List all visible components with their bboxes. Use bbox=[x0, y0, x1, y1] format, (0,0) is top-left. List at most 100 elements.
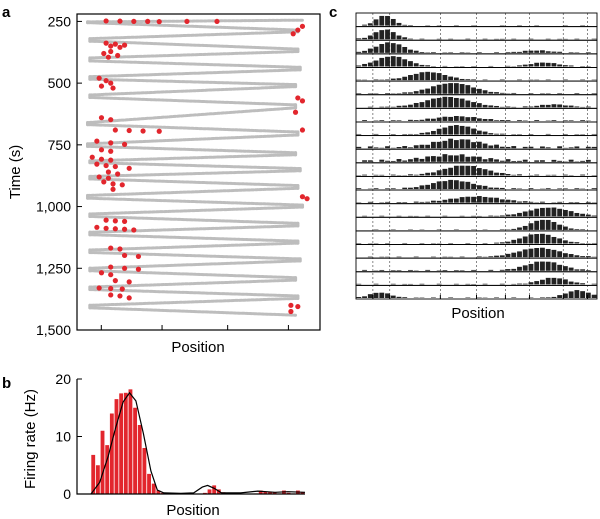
lap-11-bar-36 bbox=[562, 174, 568, 176]
lap-8-bar-25 bbox=[499, 133, 505, 135]
lap-10-bar-10 bbox=[413, 157, 419, 162]
lap-19-bar-28 bbox=[517, 283, 522, 285]
lap-12-bar-13 bbox=[431, 183, 436, 190]
panel-label-a: a bbox=[2, 4, 11, 21]
lap-12-bar-0 bbox=[356, 188, 362, 190]
lap-1-bar-3 bbox=[373, 32, 379, 40]
lap-4-bar-16 bbox=[448, 76, 454, 81]
lap-4-bar-19 bbox=[465, 79, 471, 81]
lap-18-bar-26 bbox=[505, 269, 511, 271]
lap-3-bar-12 bbox=[425, 65, 431, 67]
spike-point-55 bbox=[304, 196, 310, 202]
lap-1-bar-19 bbox=[465, 38, 471, 40]
lap-3-bar-29 bbox=[522, 64, 528, 67]
lap-20-bar-36 bbox=[562, 293, 568, 298]
lap-18-bar-4 bbox=[379, 269, 385, 271]
lap-17-bar-35 bbox=[557, 251, 563, 258]
spike-point-37 bbox=[98, 147, 105, 153]
lap-4-bar-17 bbox=[453, 77, 459, 81]
lap-9-bar-0 bbox=[356, 146, 362, 149]
lap-13-bar-37 bbox=[568, 202, 574, 203]
lap-12-bar-36 bbox=[562, 188, 568, 190]
lap-9-bar-13 bbox=[431, 141, 436, 149]
lap-4-bar-12 bbox=[425, 71, 431, 81]
lap-16-bar-34 bbox=[551, 236, 557, 244]
lap-6-bar-23 bbox=[488, 105, 494, 108]
lap-16-bar-0 bbox=[356, 243, 362, 244]
rate-bar-3 bbox=[105, 445, 110, 495]
spike-point-59 bbox=[94, 224, 100, 230]
lap-6-bar-36 bbox=[562, 105, 568, 108]
spike-point-73 bbox=[112, 278, 118, 284]
lap-9-bar-29 bbox=[522, 146, 528, 149]
rate-bar-39 bbox=[272, 492, 277, 494]
lap-10-bar-6 bbox=[390, 160, 396, 162]
rate-bar-1 bbox=[95, 465, 100, 494]
lap-13-bar-13 bbox=[431, 200, 436, 203]
lap-11-bar-13 bbox=[431, 172, 436, 176]
spike-point-54 bbox=[299, 194, 306, 200]
lap-16-bar-31 bbox=[534, 234, 540, 244]
lap-12-bar-33 bbox=[545, 188, 551, 190]
lap-16-bar-25 bbox=[499, 242, 505, 244]
lap-5-bar-25 bbox=[499, 92, 505, 94]
lap-3-bar-1 bbox=[362, 63, 367, 67]
lap-8-bar-0 bbox=[356, 133, 362, 135]
lap-17-bar-23 bbox=[488, 256, 494, 258]
lap-19-bar-0 bbox=[356, 283, 362, 285]
lap-9-bar-14 bbox=[436, 141, 442, 149]
lap-17-bar-37 bbox=[568, 254, 574, 258]
lap-20-bar-27 bbox=[511, 297, 517, 298]
lap-18-bar-15 bbox=[442, 270, 448, 271]
lap-7-bar-4 bbox=[379, 120, 385, 121]
lap-7-bar-18 bbox=[459, 116, 465, 121]
lap-6-bar-21 bbox=[476, 103, 482, 108]
lap-15-bar-38 bbox=[574, 229, 580, 230]
lap-7-bar-15 bbox=[442, 116, 448, 121]
lap-17-bar-31 bbox=[534, 248, 540, 258]
rate-bar-5 bbox=[114, 399, 119, 495]
lap-0-bar-5 bbox=[385, 15, 390, 26]
spike-point-63 bbox=[131, 227, 137, 233]
lap-6-bar-24 bbox=[494, 105, 499, 108]
lap-2-bar-2 bbox=[367, 48, 373, 53]
spike-point-51 bbox=[110, 181, 116, 187]
lap-18-bar-31 bbox=[534, 261, 540, 271]
spike-point-53 bbox=[110, 186, 116, 192]
lap-16-bar-38 bbox=[574, 242, 580, 244]
panel-a-y-tick-label-0: 250 bbox=[48, 13, 72, 29]
lap-11-bar-11 bbox=[419, 173, 425, 176]
panel-a-y-ticks: 250 500 750 1,000 1,250 1,500 bbox=[36, 13, 82, 338]
lap-17-bar-26 bbox=[505, 253, 511, 258]
lap-12-bar-5 bbox=[385, 188, 390, 190]
lap-13-bar-2 bbox=[367, 201, 373, 203]
trajectory-lap-13 bbox=[86, 144, 297, 155]
lap-10-bar-19 bbox=[465, 156, 471, 162]
lap-2-bar-24 bbox=[494, 52, 499, 53]
lap-7-bar-14 bbox=[436, 117, 442, 121]
lap-19-bar-17 bbox=[453, 283, 459, 285]
lap-11-bar-19 bbox=[465, 165, 471, 176]
spike-point-13 bbox=[108, 43, 114, 49]
lap-2-bar-21 bbox=[476, 52, 482, 53]
lap-7-bar-24 bbox=[494, 120, 499, 121]
lap-1-bar-6 bbox=[390, 32, 396, 40]
lap-17-bar-34 bbox=[551, 249, 557, 258]
lap-9-bar-18 bbox=[459, 139, 465, 149]
lap-10-bar-7 bbox=[396, 159, 402, 162]
lap-12-bar-14 bbox=[436, 181, 442, 190]
lap-15-bar-32 bbox=[540, 219, 545, 230]
lap-1-bar-30 bbox=[528, 38, 534, 40]
lap-8-bar-17 bbox=[453, 125, 459, 135]
lap-7-bar-36 bbox=[562, 120, 568, 121]
lap-5-bar-38 bbox=[574, 93, 580, 94]
lap-3-bar-3 bbox=[373, 60, 379, 67]
lap-3-bar-36 bbox=[562, 65, 568, 67]
lap-6-bar-19 bbox=[465, 100, 471, 108]
lap-11-bar-9 bbox=[408, 174, 413, 176]
lap-4-bar-10 bbox=[413, 73, 419, 81]
lap-7-bar-1 bbox=[362, 120, 367, 121]
lap-15-bar-33 bbox=[545, 219, 551, 230]
lap-4-bar-25 bbox=[499, 79, 505, 81]
